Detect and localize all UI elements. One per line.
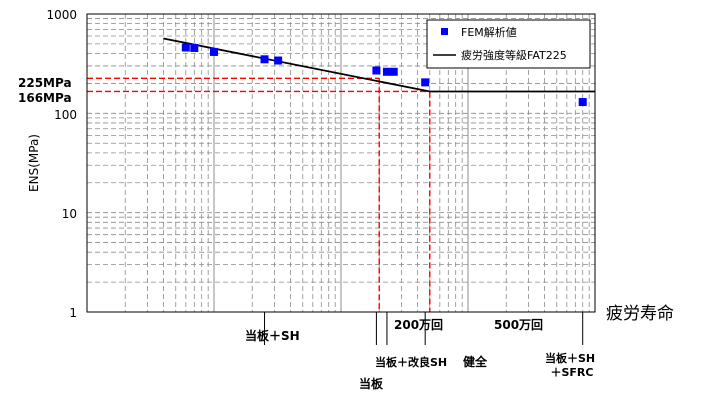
x-axis-label: 疲労寿命 [606, 304, 674, 324]
annotation-ateita-kairyo-sh: 当板＋改良SH [375, 355, 447, 369]
fem-points [181, 43, 587, 107]
ref-label-225: 225MPa [18, 76, 72, 90]
fem-point [181, 43, 190, 52]
ref-label-500man: 500万回 [494, 318, 543, 332]
y-axis-label: ENS(MPa) [27, 134, 41, 192]
annotation-kenzen: 健全 [463, 354, 488, 369]
annotation-ateita: 当板 [359, 376, 384, 391]
y-tick-label-10: 10 [62, 207, 77, 221]
legend: FEM解析値 疲労強度等級FAT225 [426, 19, 591, 69]
annotation-ateita-sh-sfrc: 当板＋SH ＋SFRC [545, 351, 599, 379]
legend-marker-fem [441, 28, 448, 35]
y-tick-label-100: 100 [54, 108, 77, 122]
legend-box [426, 19, 591, 69]
y-tick-label-1: 1 [69, 306, 77, 320]
fem-point [389, 67, 398, 76]
fem-point [382, 67, 391, 76]
ref-label-166: 166MPa [18, 91, 72, 105]
fem-point [210, 47, 218, 56]
fem-point [421, 78, 430, 87]
annotation-leaders [264, 312, 584, 345]
reference-lines [87, 77, 431, 312]
fat225-line [163, 37, 595, 93]
fem-point [260, 55, 269, 64]
fem-point [578, 98, 587, 107]
fem-point [372, 66, 381, 75]
legend-label-fem: FEM解析値 [461, 25, 517, 39]
fem-point [274, 56, 283, 65]
y-tick-label-1000: 1000 [46, 8, 77, 22]
annotation-ateita-sh: 当板＋SH [245, 328, 300, 343]
legend-label-fat225: 疲労強度等級FAT225 [461, 48, 567, 62]
plot-frame [86, 13, 596, 313]
fat225-curve [163, 37, 595, 93]
ref-label-200man: 200万回 [394, 318, 443, 332]
fem-point [190, 43, 199, 52]
